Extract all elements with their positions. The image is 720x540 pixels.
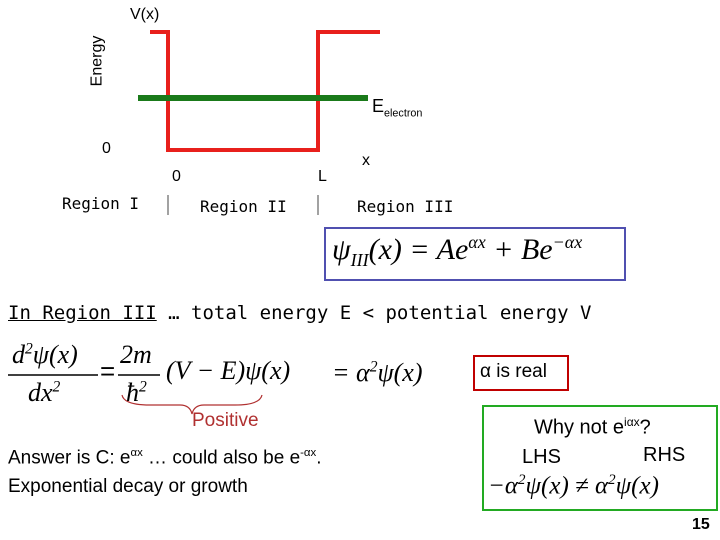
sup: iαx — [624, 415, 640, 429]
text: . — [316, 447, 322, 469]
solution-box — [324, 227, 626, 281]
text: ħ — [126, 378, 139, 407]
region-label: Region II — [200, 197, 287, 216]
alpha-box — [473, 355, 569, 391]
text: + Be — [485, 233, 553, 266]
text: −α — [488, 472, 518, 500]
electron-energy-label: Eelectron — [372, 96, 422, 120]
heading: In Region III … total energy E < potenti… — [8, 302, 591, 324]
subscript: III — [350, 250, 369, 270]
sup: 2 — [608, 472, 616, 488]
sup: 2 — [139, 378, 147, 396]
y-axis-label: V(x) — [130, 6, 160, 23]
text: … total energy E < potential energy V — [156, 302, 592, 324]
sup: 2 — [518, 472, 526, 488]
sup: 2 — [25, 340, 33, 358]
why-not: Why not eiαx? — [534, 415, 651, 440]
sup: -αx — [300, 447, 317, 459]
subscript: electron — [384, 107, 423, 120]
why-not-box — [482, 405, 718, 511]
region-label: Region III — [357, 197, 454, 216]
text: ψ(x) — [377, 358, 423, 387]
factor: (V − E)ψ(x) — [166, 356, 291, 385]
alpha-real: α is real — [480, 361, 547, 382]
lhs: LHS — [522, 446, 561, 468]
text: ψ(x) — [32, 340, 78, 369]
sup: 2 — [52, 378, 61, 396]
text: ψ(x) ≠ α — [525, 472, 609, 500]
text: dx — [28, 378, 53, 407]
energy-label: Energy — [88, 35, 106, 87]
rhs: RHS — [643, 444, 686, 466]
sup: αx — [130, 447, 143, 459]
text: ? — [639, 416, 651, 439]
coef-num: 2m — [120, 340, 152, 369]
text: ψ(x) — [615, 472, 659, 500]
text: Answer is C: e — [8, 447, 131, 469]
x-L: L — [318, 168, 327, 185]
page-number: 15 — [692, 516, 710, 533]
numerator: d2ψ(x) — [12, 340, 78, 370]
solution-equation: ψIII(x) = Aeαx + Be−αx — [332, 232, 582, 271]
psi: ψ — [332, 233, 351, 266]
answer-line2: Exponential decay or growth — [8, 476, 248, 497]
text: Why not e — [534, 416, 625, 439]
equals: = — [100, 356, 116, 386]
exponent: αx — [468, 232, 486, 252]
underlined: In Region III — [8, 302, 157, 324]
positive: Positive — [192, 410, 259, 431]
rhs: = α2ψ(x) — [332, 358, 423, 388]
x-zero: 0 — [172, 168, 181, 185]
text: … could also be e — [142, 447, 301, 469]
potential — [150, 30, 380, 152]
text: (x) = Ae — [368, 233, 469, 266]
text: d — [12, 340, 25, 369]
x-axis-label: x — [362, 152, 370, 169]
zero-energy: 0 — [102, 140, 111, 157]
region-label: Region I — [62, 194, 140, 213]
text: = α — [332, 358, 370, 387]
sup: 2 — [369, 358, 378, 376]
exponent: −αx — [552, 232, 583, 252]
brace — [121, 394, 263, 415]
inequality: −α2ψ(x) ≠ α2ψ(x) — [488, 472, 659, 500]
symbol: E — [372, 96, 385, 116]
coef-den: ħ2 — [126, 378, 147, 408]
denominator: dx2 — [28, 378, 60, 408]
answer: Answer is C: eαx … could also be e-αx. — [8, 447, 322, 469]
